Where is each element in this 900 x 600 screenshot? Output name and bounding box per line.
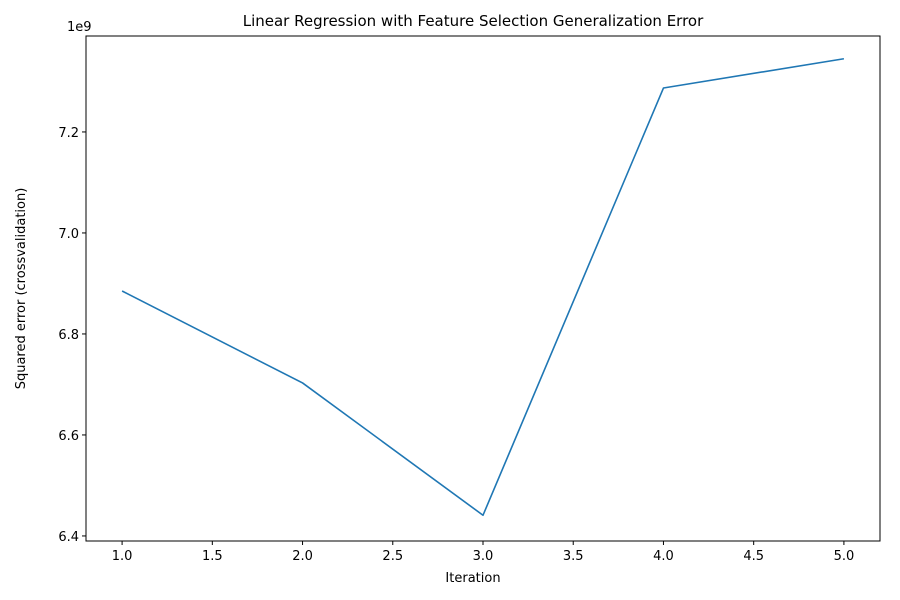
y-axis-offset-label: 1e9 — [67, 20, 92, 35]
plot-area: 1.0 1.5 2.0 2.5 3.0 3.5 4.0 4.5 5.0 6.4 6.6 6.8 7.0… — [58, 35, 881, 564]
y-tick-label: 7.0 — [58, 227, 79, 242]
x-tick-label: 3.5 — [563, 549, 584, 564]
series-line — [121, 57, 845, 517]
x-tick-label: 2.0 — [292, 549, 313, 564]
y-axis-title: Squared error (crossvalidation) — [14, 188, 29, 390]
y-tick-label: 6.4 — [58, 530, 79, 545]
y-tick-label: 7.2 — [58, 126, 79, 141]
x-tick-label: 4.5 — [743, 549, 764, 564]
x-tick-label: 1.5 — [202, 549, 223, 564]
y-tick-label: 6.8 — [58, 328, 79, 343]
y-tick-label: 6.6 — [58, 429, 79, 444]
x-tick-label: 1.0 — [112, 549, 133, 564]
x-tick-label: 4.0 — [653, 549, 674, 564]
x-axis: 1.0 1.5 2.0 2.5 3.0 3.5 4.0 4.5 5.0 — [112, 541, 855, 564]
x-axis-title: Iteration — [445, 571, 500, 586]
y-axis: 6.4 6.6 6.8 7.0 7.2 — [58, 126, 86, 545]
chart-title: Linear Regression with Feature Selection… — [243, 12, 704, 30]
plot-frame — [85, 35, 881, 542]
x-tick-label: 3.0 — [473, 549, 494, 564]
x-tick-label: 2.5 — [382, 549, 403, 564]
x-tick-label: 5.0 — [834, 549, 855, 564]
series-layer — [121, 57, 845, 517]
